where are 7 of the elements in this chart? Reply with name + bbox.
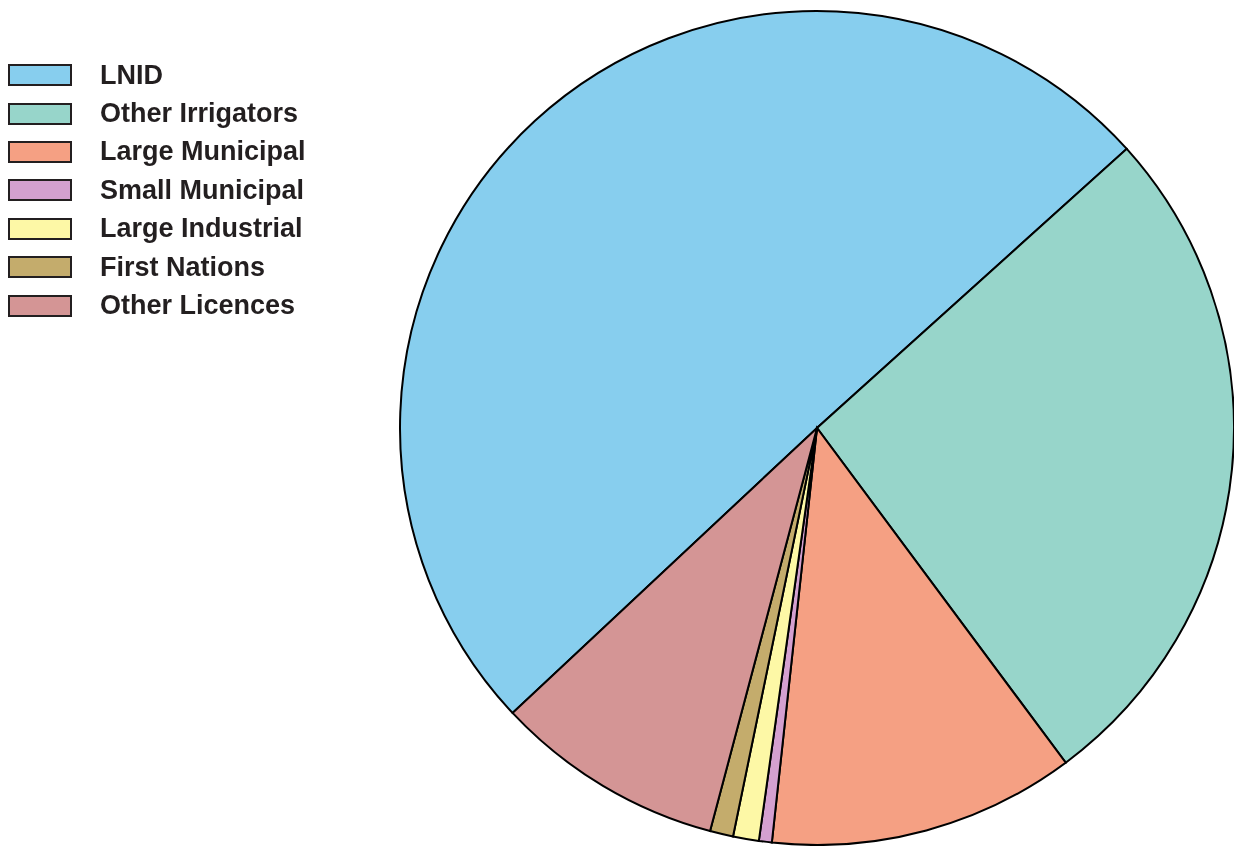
legend-label: Large Industrial: [100, 213, 303, 245]
legend-label: Large Municipal: [100, 136, 306, 168]
legend-label: Small Municipal: [100, 174, 305, 206]
legend-label: First Nations: [100, 251, 266, 283]
legend-label: LNID: [100, 59, 163, 91]
legend-label: Other Licences: [100, 290, 296, 322]
legend-label: Other Irrigators: [100, 98, 299, 130]
